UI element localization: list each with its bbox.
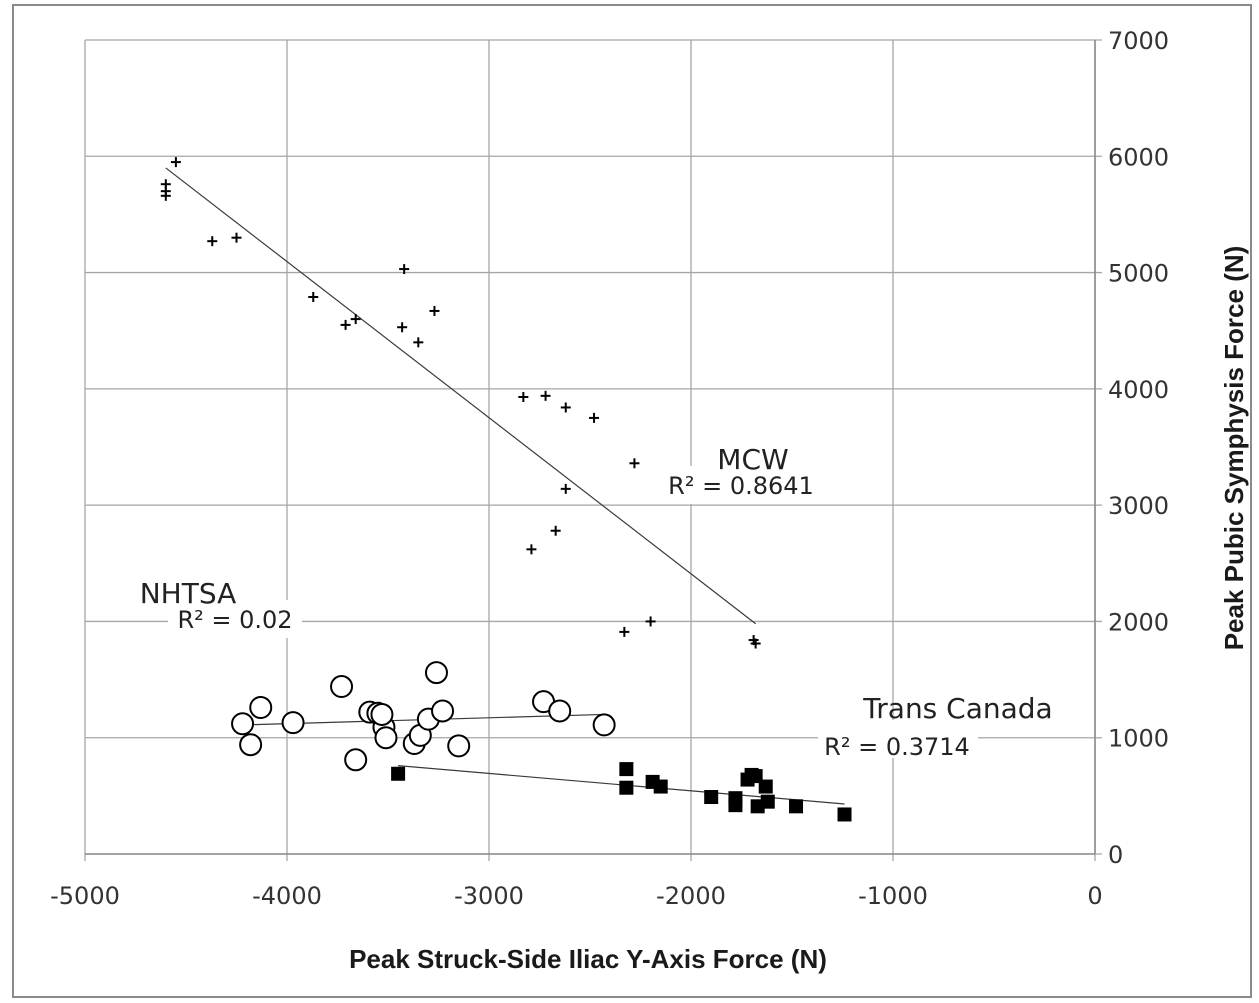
x-axis-title: Peak Struck-Side Iliac Y-Axis Force (N) (349, 944, 827, 974)
y-tick-label: 2000 (1108, 608, 1169, 636)
point-nhtsa (249, 695, 273, 719)
point-trans-canada (619, 780, 634, 795)
point-mcw (526, 544, 537, 555)
point-mcw (340, 319, 351, 330)
point-mcw (207, 236, 218, 247)
point-nhtsa (370, 702, 394, 726)
point-trans-canada (619, 762, 634, 777)
point-mcw (560, 483, 571, 494)
point-nhtsa (344, 748, 368, 772)
point-nhtsa (424, 661, 448, 685)
series-label-trans-canada: Trans Canada (862, 692, 1052, 725)
point-mcw (399, 264, 410, 275)
point-nhtsa (231, 712, 255, 736)
gridlines (84, 39, 1102, 861)
point-nhtsa (281, 711, 305, 735)
point-mcw (231, 232, 242, 243)
point-mcw (589, 412, 600, 423)
trendline-mcw (165, 167, 757, 625)
series-label-mcw: MCW (717, 443, 788, 476)
chart-frame (12, 4, 1252, 998)
point-trans-canada (760, 794, 775, 809)
point-mcw (413, 337, 424, 348)
y-tick-label: 1000 (1108, 725, 1169, 753)
r2-label-nhtsa: R² = 0.02 (177, 606, 292, 634)
point-mcw (518, 391, 529, 402)
point-mcw (645, 616, 656, 627)
x-tick-label: -1000 (858, 882, 928, 910)
point-mcw (550, 525, 561, 536)
point-mcw (429, 305, 440, 316)
r2-label-mcw: R² = 0.8641 (668, 472, 814, 500)
data-points (160, 157, 852, 822)
point-mcw (540, 390, 551, 401)
point-nhtsa (330, 675, 354, 699)
point-mcw (629, 458, 640, 469)
point-trans-canada (789, 799, 804, 814)
axes: -5000 -4000 -3000 -2000 -1000 00 1000 2000 3000 4… (50, 27, 1169, 910)
y-tick-label: 7000 (1108, 27, 1169, 55)
point-nhtsa (447, 734, 471, 758)
point-trans-canada (704, 790, 719, 805)
point-nhtsa (592, 713, 616, 737)
y-tick-label: 6000 (1108, 143, 1169, 171)
r2-label-trans-canada: R² = 0.3714 (824, 733, 970, 761)
point-mcw (350, 314, 361, 325)
point-nhtsa (548, 699, 572, 723)
point-mcw (170, 157, 181, 168)
point-trans-canada (653, 779, 668, 794)
x-tick-label: 0 (1087, 882, 1102, 910)
point-trans-canada (391, 766, 406, 781)
point-mcw (560, 402, 571, 413)
point-mcw (160, 190, 171, 201)
y-axis-title: Peak Pubic Symphysis Force (N) (1219, 246, 1249, 651)
y-tick-label: 4000 (1108, 376, 1169, 404)
series-label-nhtsa: NHTSA (140, 577, 237, 610)
point-mcw (619, 626, 630, 637)
x-tick-label: -5000 (50, 882, 120, 910)
point-trans-canada (758, 779, 773, 794)
y-tick-label: 0 (1108, 841, 1123, 869)
x-tick-label: -4000 (252, 882, 322, 910)
r2-label-bg-nhtsa (168, 600, 302, 638)
point-mcw (308, 291, 319, 302)
r2-label-bg-mcw (662, 466, 820, 504)
x-tick-label: -3000 (454, 882, 524, 910)
point-nhtsa (431, 699, 455, 723)
y-tick-label: 5000 (1108, 260, 1169, 288)
x-tick-label: -2000 (656, 882, 726, 910)
r2-label-bg-trans-canada (818, 720, 978, 758)
point-trans-canada (728, 798, 743, 813)
point-mcw (397, 322, 408, 333)
point-nhtsa (374, 726, 398, 750)
point-trans-canada (837, 807, 852, 822)
point-mcw (750, 638, 761, 649)
y-tick-label: 3000 (1108, 492, 1169, 520)
point-nhtsa (239, 733, 263, 757)
